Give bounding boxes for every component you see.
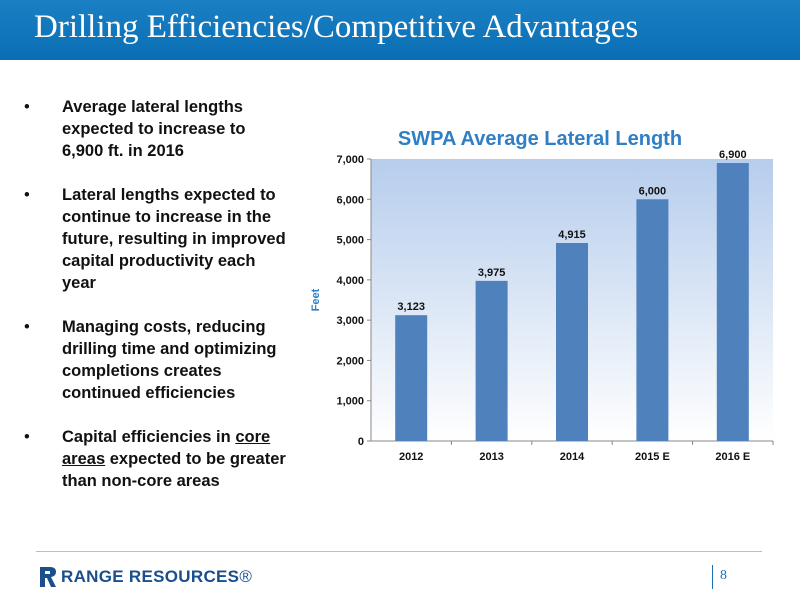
y-axis-label: Feet bbox=[310, 288, 322, 311]
bullet-item: • Average lateral lengths expected to in… bbox=[20, 96, 290, 162]
chart-title: SWPA Average Lateral Length bbox=[397, 128, 683, 150]
y-tick-label: 5,000 bbox=[336, 235, 364, 247]
logo-text: RANGE RESOURCES® bbox=[61, 567, 252, 587]
bar-value-label: 4,915 bbox=[558, 229, 586, 241]
bar-value-label: 6,900 bbox=[719, 149, 747, 161]
bullet-marker: • bbox=[24, 98, 30, 116]
x-tick-label: 2016 E bbox=[715, 451, 750, 463]
x-tick-label: 2013 bbox=[479, 451, 503, 463]
slide-title: Drilling Efficiencies/Competitive Advant… bbox=[34, 9, 639, 45]
bullet-text-underlined: core areas bbox=[62, 428, 271, 468]
bar-value-label: 6,000 bbox=[639, 185, 667, 197]
bullet-item: • Managing costs, reducing drilling time… bbox=[20, 316, 290, 404]
y-tick-label: 0 bbox=[358, 436, 364, 448]
bullet-text-after: expected to be greater than non-core are… bbox=[62, 450, 286, 490]
title-bar: Drilling Efficiencies/Competitive Advant… bbox=[0, 0, 800, 60]
bar-value-label: 3,123 bbox=[397, 301, 425, 313]
x-tick-label: 2012 bbox=[399, 451, 423, 463]
y-tick-label: 6,000 bbox=[336, 194, 364, 206]
bar bbox=[716, 163, 749, 441]
bar bbox=[395, 315, 428, 441]
bullet-text: Average lateral lengths expected to incr… bbox=[62, 98, 246, 160]
bar-value-label: 3,975 bbox=[478, 267, 506, 279]
y-tick-label: 3,000 bbox=[336, 315, 364, 327]
company-logo: RANGE RESOURCES® bbox=[38, 565, 252, 589]
bullet-text: Managing costs, reducing drilling time a… bbox=[62, 318, 277, 402]
footer-divider bbox=[36, 551, 762, 552]
x-tick-label: 2014 bbox=[560, 451, 585, 463]
y-tick-label: 2,000 bbox=[336, 355, 364, 367]
bullet-item: • Capital efficiencies in core areas exp… bbox=[20, 426, 290, 492]
logo-registered-mark: ® bbox=[239, 567, 253, 586]
bullet-item: • Lateral lengths expected to continue t… bbox=[20, 184, 290, 294]
page-number-separator bbox=[712, 565, 713, 589]
y-tick-label: 1,000 bbox=[336, 396, 364, 408]
logo-name: RANGE RESOURCES bbox=[61, 567, 240, 586]
bullet-marker: • bbox=[24, 318, 30, 336]
bullet-text-before: Capital efficiencies in bbox=[62, 428, 236, 446]
range-logo-icon bbox=[40, 567, 56, 587]
page-number: 8 bbox=[720, 568, 727, 583]
y-tick-label: 4,000 bbox=[336, 275, 364, 287]
bullet-marker: • bbox=[24, 428, 30, 446]
bullet-list: • Average lateral lengths expected to in… bbox=[20, 96, 290, 514]
bar bbox=[636, 199, 669, 441]
bullet-marker: • bbox=[24, 186, 30, 204]
x-tick-label: 2015 E bbox=[635, 451, 670, 463]
bar bbox=[556, 242, 588, 441]
y-tick-label: 7,000 bbox=[336, 154, 364, 166]
bar bbox=[475, 280, 508, 441]
bullet-text: Lateral lengths expected to continue to … bbox=[62, 186, 286, 292]
